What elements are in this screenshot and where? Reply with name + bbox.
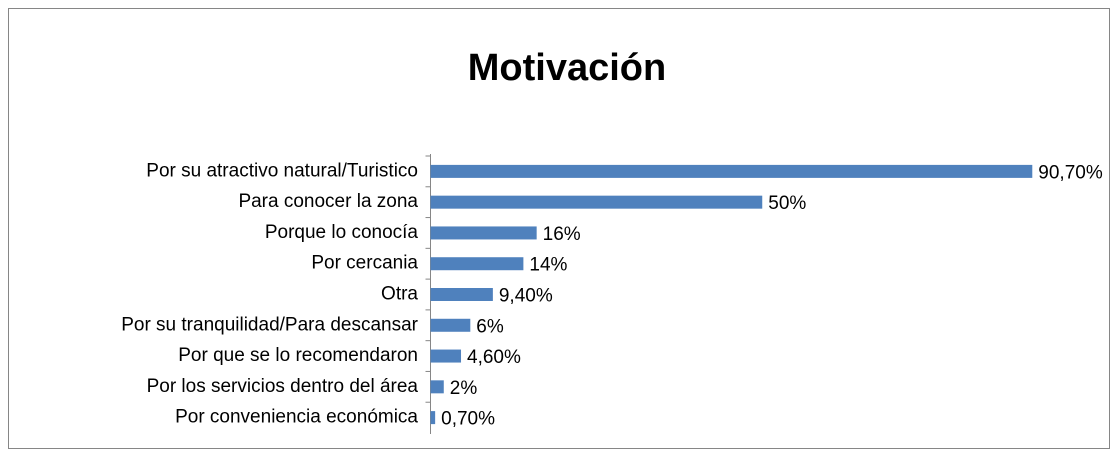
bar [430, 226, 537, 240]
value-label: 16% [543, 224, 581, 245]
bar [430, 380, 444, 394]
category-label: Por que se lo recomendaron [178, 345, 418, 366]
value-label: 0,70% [441, 409, 495, 430]
value-label: 2% [450, 378, 478, 399]
value-label: 90,70% [1038, 162, 1103, 183]
value-label: 6% [476, 316, 504, 337]
bar [430, 257, 524, 271]
value-label: 4,60% [467, 347, 521, 368]
chart-title: Motivación [468, 47, 666, 89]
category-label: Otra [381, 284, 418, 305]
bar [430, 164, 1033, 178]
category-label: Porque lo conocía [265, 222, 419, 243]
bar [430, 411, 436, 425]
value-label: 50% [768, 193, 806, 214]
bar [430, 288, 493, 301]
category-label: Para conocer la zona [238, 191, 418, 212]
bar [430, 349, 462, 363]
value-label: 14% [529, 255, 567, 276]
category-label: Por su atractivo natural/Turistico [146, 160, 418, 181]
bar [430, 318, 471, 332]
value-label: 9,40% [499, 286, 553, 307]
bar [430, 195, 763, 209]
category-label: Por cercania [311, 253, 418, 274]
category-label: Por los servicios dentro del área [147, 376, 419, 397]
category-label: Por su tranquilidad/Para descansar [121, 314, 418, 335]
category-label: Por conveniencia económica [175, 407, 418, 428]
chart-frame [8, 8, 1110, 449]
